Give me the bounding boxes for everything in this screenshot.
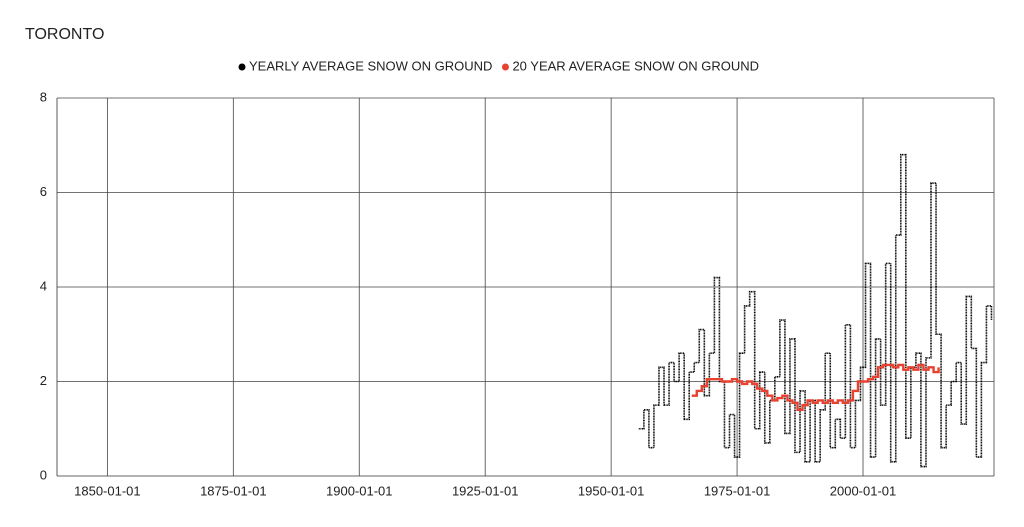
y-tick-label: 2 (40, 373, 47, 388)
series-line (691, 363, 940, 412)
legend-label: YEARLY AVERAGE SNOW ON GROUND (249, 58, 492, 73)
x-tick-label: 1900-01-01 (326, 483, 393, 498)
legend-marker (238, 63, 246, 71)
x-tick-label: 1975-01-01 (704, 483, 771, 498)
chart-title: TORONTO (25, 26, 104, 43)
series-line (638, 153, 993, 468)
x-tick-label: 1850-01-01 (74, 483, 141, 498)
x-tick-label: 1875-01-01 (200, 483, 267, 498)
x-tick-label: 1950-01-01 (578, 483, 645, 498)
x-tick-label: 1925-01-01 (452, 483, 519, 498)
legend-marker (501, 63, 509, 71)
y-tick-label: 0 (40, 467, 47, 482)
y-tick-label: 6 (40, 184, 47, 199)
y-tick-label: 8 (40, 89, 47, 104)
y-tick-label: 4 (40, 278, 47, 293)
x-tick-label: 2000-01-01 (830, 483, 897, 498)
legend-label: 20 YEAR AVERAGE SNOW ON GROUND (512, 58, 759, 73)
